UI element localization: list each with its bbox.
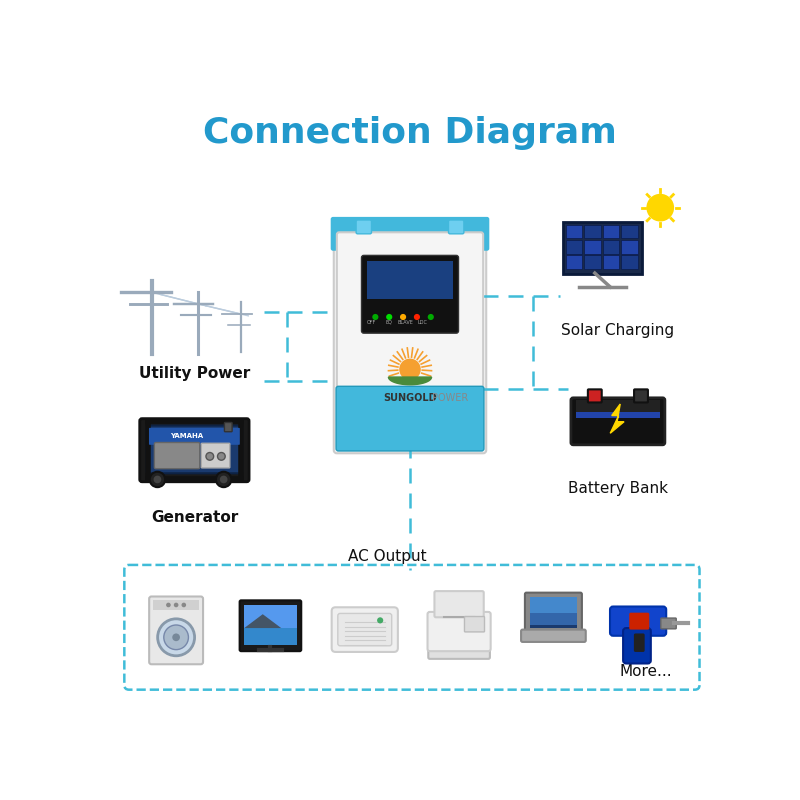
Circle shape bbox=[400, 314, 406, 320]
FancyBboxPatch shape bbox=[630, 613, 650, 630]
FancyBboxPatch shape bbox=[225, 422, 232, 432]
Circle shape bbox=[154, 476, 162, 483]
Circle shape bbox=[150, 472, 165, 487]
Circle shape bbox=[399, 358, 421, 380]
Text: LDC: LDC bbox=[418, 320, 427, 325]
FancyBboxPatch shape bbox=[575, 412, 660, 418]
Circle shape bbox=[158, 619, 194, 656]
Circle shape bbox=[377, 618, 383, 623]
FancyBboxPatch shape bbox=[621, 240, 638, 254]
Polygon shape bbox=[244, 614, 282, 628]
Circle shape bbox=[414, 314, 420, 320]
FancyBboxPatch shape bbox=[575, 400, 660, 412]
FancyBboxPatch shape bbox=[634, 390, 648, 402]
FancyBboxPatch shape bbox=[154, 442, 200, 469]
FancyBboxPatch shape bbox=[336, 386, 484, 451]
FancyBboxPatch shape bbox=[244, 605, 297, 645]
Circle shape bbox=[218, 453, 226, 460]
FancyBboxPatch shape bbox=[244, 605, 297, 628]
FancyBboxPatch shape bbox=[434, 591, 484, 618]
FancyBboxPatch shape bbox=[367, 261, 453, 299]
FancyBboxPatch shape bbox=[140, 418, 249, 482]
FancyBboxPatch shape bbox=[428, 643, 490, 659]
Circle shape bbox=[206, 453, 214, 460]
FancyBboxPatch shape bbox=[610, 606, 666, 636]
Text: BLAVE: BLAVE bbox=[398, 320, 414, 325]
FancyBboxPatch shape bbox=[566, 225, 582, 238]
Circle shape bbox=[174, 602, 178, 607]
FancyBboxPatch shape bbox=[621, 255, 638, 270]
Text: YAMAHA: YAMAHA bbox=[170, 434, 203, 439]
FancyBboxPatch shape bbox=[337, 232, 483, 449]
Text: Utility Power: Utility Power bbox=[138, 366, 250, 381]
FancyBboxPatch shape bbox=[332, 607, 398, 652]
FancyBboxPatch shape bbox=[330, 217, 490, 250]
Circle shape bbox=[172, 634, 180, 641]
Text: EQ: EQ bbox=[385, 320, 392, 325]
Circle shape bbox=[372, 314, 378, 320]
FancyBboxPatch shape bbox=[634, 634, 645, 652]
FancyBboxPatch shape bbox=[146, 426, 242, 474]
Circle shape bbox=[646, 194, 674, 222]
FancyBboxPatch shape bbox=[338, 614, 392, 646]
Text: OFF: OFF bbox=[367, 320, 376, 325]
Text: Generator: Generator bbox=[150, 510, 238, 526]
FancyBboxPatch shape bbox=[521, 630, 586, 642]
FancyBboxPatch shape bbox=[240, 600, 302, 651]
Polygon shape bbox=[610, 404, 624, 434]
Text: More...: More... bbox=[619, 665, 672, 679]
FancyBboxPatch shape bbox=[571, 398, 665, 445]
Polygon shape bbox=[389, 377, 431, 385]
Text: SUNGOLD: SUNGOLD bbox=[383, 393, 437, 403]
Text: Battery Bank: Battery Bank bbox=[568, 481, 668, 496]
FancyBboxPatch shape bbox=[530, 598, 578, 626]
FancyBboxPatch shape bbox=[530, 598, 578, 613]
FancyBboxPatch shape bbox=[449, 220, 464, 234]
FancyBboxPatch shape bbox=[563, 222, 642, 274]
Text: POWER: POWER bbox=[431, 393, 468, 403]
Circle shape bbox=[220, 476, 227, 483]
FancyBboxPatch shape bbox=[602, 255, 619, 270]
Circle shape bbox=[182, 602, 186, 607]
FancyBboxPatch shape bbox=[602, 225, 619, 238]
FancyBboxPatch shape bbox=[566, 255, 582, 270]
FancyBboxPatch shape bbox=[566, 240, 582, 254]
FancyBboxPatch shape bbox=[525, 593, 582, 633]
FancyBboxPatch shape bbox=[530, 625, 578, 628]
Text: AC Output: AC Output bbox=[349, 549, 427, 564]
FancyBboxPatch shape bbox=[149, 428, 240, 445]
FancyBboxPatch shape bbox=[584, 240, 601, 254]
FancyBboxPatch shape bbox=[584, 225, 601, 238]
Circle shape bbox=[386, 314, 392, 320]
FancyBboxPatch shape bbox=[334, 228, 486, 454]
Text: Solar Charging: Solar Charging bbox=[562, 323, 674, 338]
FancyBboxPatch shape bbox=[588, 390, 602, 402]
FancyBboxPatch shape bbox=[202, 443, 230, 468]
FancyBboxPatch shape bbox=[584, 255, 601, 270]
Text: Connection Diagram: Connection Diagram bbox=[203, 116, 617, 150]
FancyBboxPatch shape bbox=[149, 597, 203, 664]
FancyBboxPatch shape bbox=[465, 617, 485, 632]
FancyBboxPatch shape bbox=[602, 240, 619, 254]
FancyBboxPatch shape bbox=[621, 225, 638, 238]
Circle shape bbox=[216, 472, 231, 487]
FancyBboxPatch shape bbox=[623, 628, 651, 663]
Circle shape bbox=[164, 625, 189, 650]
FancyBboxPatch shape bbox=[153, 600, 199, 610]
FancyBboxPatch shape bbox=[362, 255, 458, 333]
FancyBboxPatch shape bbox=[427, 612, 490, 651]
FancyBboxPatch shape bbox=[356, 220, 371, 234]
Circle shape bbox=[428, 314, 434, 320]
FancyBboxPatch shape bbox=[661, 618, 676, 629]
Circle shape bbox=[166, 602, 170, 607]
